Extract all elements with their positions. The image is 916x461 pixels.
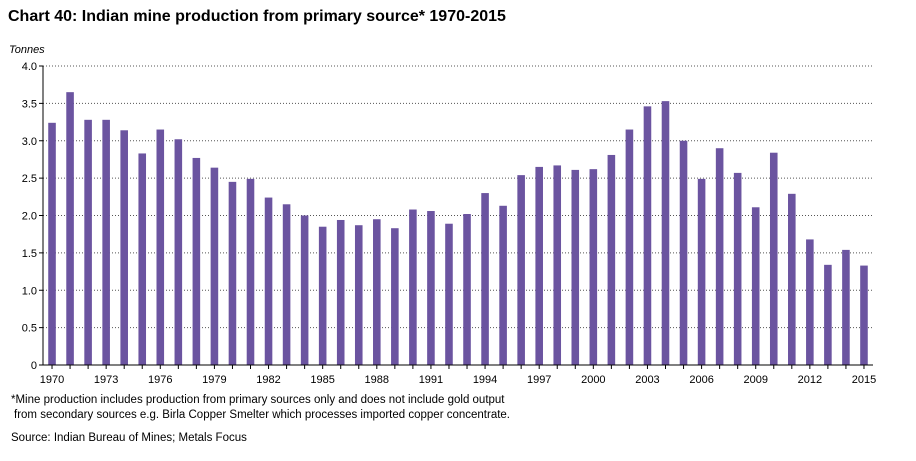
footnote-line-2: from secondary sources e.g. Birla Copper… (14, 409, 511, 421)
y-tick-label: 3.0 (22, 136, 37, 148)
chart-title: Chart 40: Indian mine production from pr… (8, 8, 506, 25)
bar-1973 (102, 119, 110, 365)
bar-2008 (733, 172, 742, 365)
bar-1982 (264, 197, 273, 365)
x-tick-label: 1979 (202, 374, 226, 386)
x-tick-label: 2009 (743, 374, 767, 386)
x-tick-label: 2006 (689, 374, 713, 386)
bar-1988 (373, 219, 381, 365)
x-tick-label: 1976 (148, 374, 172, 386)
y-tick-label: 2.0 (22, 211, 37, 223)
y-tick-label: 3.5 (22, 98, 37, 110)
tick-labels: 0 0.5 1.0 1.5 2.0 2.5 3.0 3.5 4.0 1970 1973 1976 197… (22, 61, 877, 386)
bar-1999 (571, 169, 580, 365)
bar-1991 (427, 211, 435, 365)
y-tick-label: 1.0 (22, 285, 37, 297)
bar-1993 (463, 214, 471, 365)
bar-2011 (788, 193, 796, 365)
bar-2007 (715, 148, 724, 365)
bar-1994 (481, 193, 489, 365)
bar-1985 (318, 226, 327, 365)
bar-1989 (391, 228, 399, 365)
bar-1971 (66, 92, 74, 365)
bar-1974 (120, 130, 128, 365)
bar-2004 (661, 101, 670, 365)
bar-2009 (751, 207, 760, 365)
bar-1980 (228, 181, 237, 365)
bar-2014 (842, 249, 850, 365)
x-tick-label: 1994 (473, 374, 497, 386)
bar-1984 (300, 215, 309, 365)
x-tick-label: 1973 (94, 374, 118, 386)
bars (48, 92, 868, 366)
bar-1997 (535, 166, 543, 365)
y-tick-label: 0.5 (22, 323, 37, 335)
bar-1992 (445, 223, 453, 365)
bar-1979 (210, 167, 219, 365)
bar-1996 (517, 175, 525, 365)
bar-1990 (409, 209, 417, 365)
bar-2001 (607, 154, 616, 365)
bar-2002 (625, 129, 634, 365)
bar-1976 (156, 129, 165, 365)
bar-1975 (138, 153, 147, 365)
bar-1977 (174, 139, 183, 365)
bar-chart: 0 0.5 1.0 1.5 2.0 2.5 3.0 3.5 4.0 1970 1973 1976 197… (22, 61, 877, 386)
bar-1978 (192, 157, 201, 365)
x-tick-label: 2000 (581, 374, 605, 386)
y-tick-label: 1.5 (22, 248, 37, 260)
x-tick-label: 1985 (310, 374, 334, 386)
bar-1987 (354, 225, 363, 365)
bar-2015 (860, 265, 868, 365)
x-tick-label: 1997 (527, 374, 551, 386)
bar-1995 (499, 205, 507, 365)
x-tick-label: 2012 (798, 374, 822, 386)
y-tick-label: 4.0 (22, 61, 37, 73)
source-note: Source: Indian Bureau of Mines; Metals F… (11, 432, 247, 444)
y-axis-unit-label: Tonnes (9, 44, 45, 56)
x-tick-label: 2003 (635, 374, 659, 386)
axes (39, 65, 873, 369)
bar-1986 (336, 219, 345, 365)
x-tick-label: 1991 (419, 374, 443, 386)
x-tick-label: 1970 (40, 374, 64, 386)
bar-1972 (84, 119, 92, 365)
y-tick-label: 0 (31, 360, 37, 372)
bar-2000 (589, 169, 598, 365)
bar-1970 (48, 122, 56, 365)
bar-1981 (246, 178, 255, 365)
x-tick-label: 1988 (365, 374, 389, 386)
bar-2005 (679, 140, 688, 365)
gridlines (43, 65, 873, 329)
bar-2013 (824, 264, 832, 365)
bar-2006 (697, 178, 706, 365)
bar-1998 (553, 165, 562, 365)
bar-2012 (806, 239, 814, 365)
y-tick-label: 2.5 (22, 173, 37, 185)
bar-2010 (769, 152, 778, 365)
footnote-line-1: *Mine production includes production fro… (11, 394, 505, 406)
bar-1983 (282, 204, 291, 365)
bar-2003 (643, 106, 652, 366)
x-tick-label: 1982 (256, 374, 280, 386)
x-tick-label: 2015 (852, 374, 876, 386)
